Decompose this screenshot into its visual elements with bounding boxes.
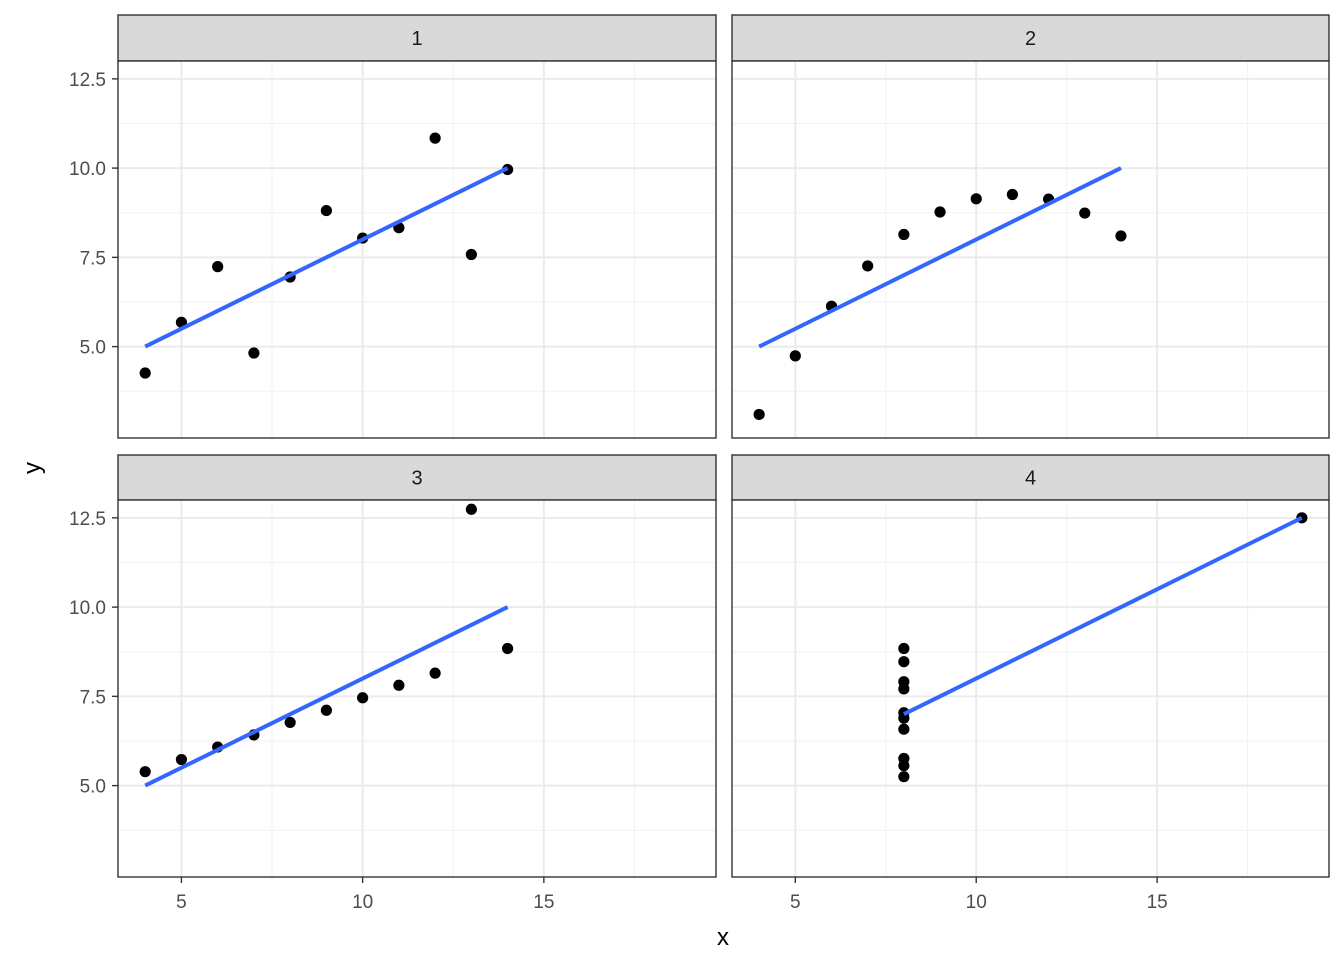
- data-point: [465, 248, 477, 261]
- fit-line: [144, 166, 509, 349]
- data-point: [139, 766, 151, 778]
- data-point: [248, 347, 260, 359]
- x-axis-title: x: [717, 924, 729, 951]
- data-point: [502, 642, 514, 655]
- data-point: [393, 679, 405, 691]
- data-point: [898, 228, 910, 241]
- y-tick-label: 7.5: [80, 687, 106, 708]
- x-tick-label: 5: [790, 892, 801, 913]
- data-point: [320, 204, 332, 217]
- data-point: [320, 704, 332, 716]
- data-point: [357, 692, 369, 704]
- panel-2: 2: [731, 14, 1330, 439]
- facet-strip-label: 1: [411, 28, 422, 50]
- x-tick-label: 10: [966, 892, 987, 913]
- facet-strip: [117, 14, 717, 62]
- data-point: [898, 656, 910, 668]
- y-tick-label: 10.0: [69, 598, 106, 619]
- data-point: [898, 642, 910, 655]
- panel-3: 3: [117, 454, 717, 878]
- data-point: [789, 350, 801, 362]
- fit-line: [758, 166, 1122, 349]
- data-point: [212, 261, 224, 273]
- panel-border: [731, 60, 1330, 439]
- panels: 1 2 3 4: [117, 14, 1330, 878]
- data-point: [934, 206, 946, 218]
- facet-strip-label: 3: [411, 468, 422, 490]
- panel-4: 4: [731, 454, 1330, 878]
- panel-border: [117, 499, 717, 878]
- y-tick-label: 5.0: [80, 777, 106, 798]
- fit-line: [902, 516, 1303, 716]
- data-point: [175, 753, 188, 766]
- panel-background: [118, 500, 716, 877]
- data-point: [284, 716, 296, 729]
- facet-strip: [117, 454, 717, 501]
- data-point: [175, 316, 188, 328]
- y-axis-title: y: [19, 462, 46, 474]
- data-point: [862, 260, 874, 272]
- data-point: [898, 676, 910, 688]
- facet-strip-label: 2: [1025, 28, 1036, 50]
- data-point: [898, 723, 910, 735]
- axes: 5.0 7.5 10.0 12.5 5.0 7.5 10.0 12.5 5 10 15 5 10 15: [69, 70, 1168, 913]
- data-point: [1079, 207, 1091, 219]
- y-tick-label: 12.5: [69, 70, 106, 91]
- data-point: [970, 193, 982, 205]
- y-tick-label: 12.5: [69, 509, 106, 530]
- y-tick-label: 5.0: [80, 338, 106, 359]
- x-tick-label: 10: [352, 892, 373, 913]
- data-point: [898, 712, 910, 724]
- data-point: [429, 667, 441, 679]
- panel-background: [732, 500, 1329, 877]
- data-point: [753, 408, 765, 421]
- panel-background: [118, 61, 716, 438]
- facet-strip: [731, 14, 1330, 62]
- data-point: [1115, 230, 1127, 242]
- data-point: [898, 771, 910, 783]
- panel-border: [117, 60, 717, 439]
- y-tick-label: 10.0: [69, 159, 106, 180]
- facet-strip-label: 4: [1025, 468, 1036, 490]
- data-point: [898, 760, 910, 772]
- fit-line: [144, 605, 509, 788]
- panel-1: 1: [117, 14, 717, 439]
- data-point: [465, 503, 477, 515]
- data-point: [429, 132, 441, 144]
- data-point: [1006, 188, 1019, 201]
- panel-border: [731, 499, 1330, 878]
- facet-strip: [731, 454, 1330, 501]
- data-point: [139, 367, 151, 379]
- panel-background: [732, 61, 1329, 438]
- y-tick-label: 7.5: [80, 248, 106, 269]
- x-tick-label: 5: [176, 892, 187, 913]
- x-tick-label: 15: [533, 892, 554, 913]
- x-tick-label: 15: [1147, 892, 1168, 913]
